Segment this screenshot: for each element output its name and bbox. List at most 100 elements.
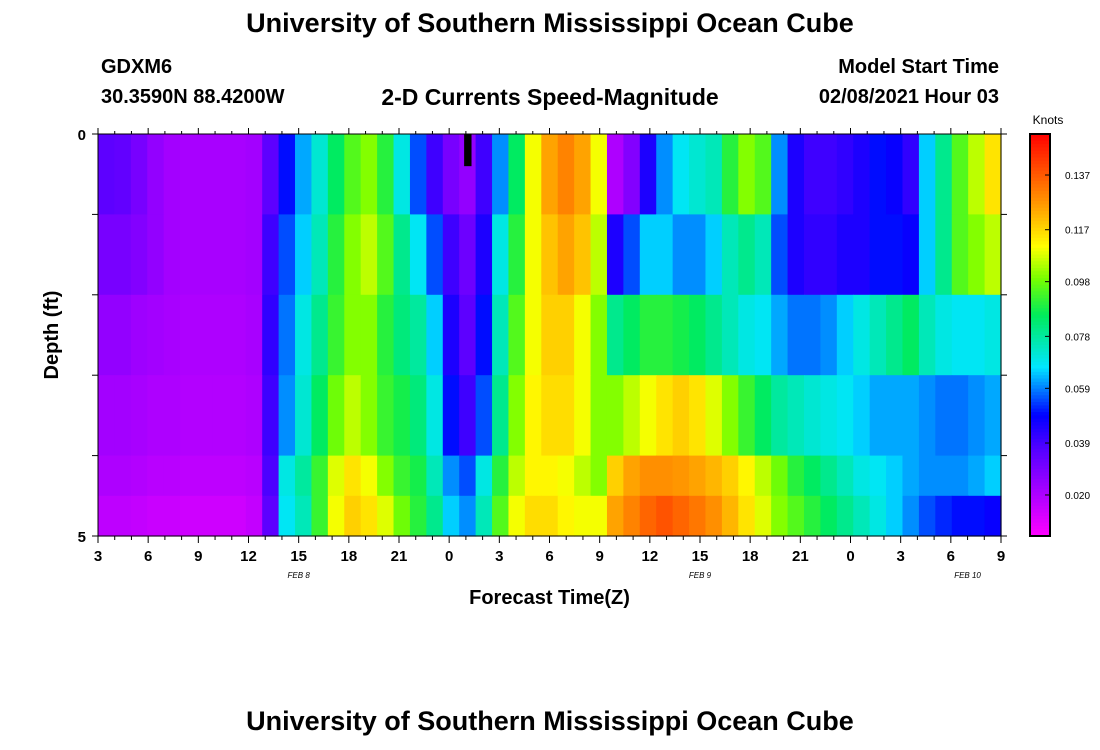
colorbar-swatch (1030, 251, 1050, 256)
heatmap-cell (130, 375, 148, 457)
colorbar-swatch (1030, 381, 1050, 386)
heatmap-cell (984, 294, 1002, 376)
colorbar-swatch (1030, 418, 1050, 423)
colorbar-swatch (1030, 301, 1050, 306)
heatmap-cell (623, 134, 641, 215)
heatmap-cell (393, 214, 411, 296)
x-axis: 3 6 9 12 15 18 21 0 3 6 9 12 15 18 21 0 3 6 9 FEB 8 FEB 9 FEB… (94, 128, 1005, 580)
colorbar-swatch (1030, 458, 1050, 463)
heatmap-cell (311, 375, 329, 457)
colorbar-swatch (1030, 304, 1050, 309)
heatmap-cell (836, 495, 854, 537)
colorbar-swatch (1030, 180, 1050, 185)
heatmap-cell (130, 134, 148, 215)
heatmap-cell (180, 134, 198, 215)
heatmap-cell (935, 214, 953, 296)
colorbar-swatch (1030, 442, 1050, 447)
heatmap-cell (147, 294, 165, 376)
heatmap-cell (524, 134, 542, 215)
colorbar-swatch (1030, 308, 1050, 313)
colorbar-swatch (1030, 324, 1050, 329)
colorbar-swatch (1030, 402, 1050, 406)
heatmap-cell (557, 455, 575, 497)
heatmap-cell (853, 294, 871, 376)
heatmap-cell (836, 134, 854, 215)
colorbar-swatch (1030, 241, 1050, 246)
heatmap-cell (409, 134, 427, 215)
heatmap-cell (639, 455, 657, 497)
heatmap-cell (984, 375, 1002, 457)
heatmap-cell (590, 495, 608, 537)
heatmap-cell (262, 495, 280, 537)
heatmap-cell (771, 455, 789, 497)
heatmap-cell (672, 214, 690, 296)
heatmap-cell (968, 455, 986, 497)
heatmap-cell (327, 134, 345, 215)
heatmap-cell (130, 495, 148, 537)
heatmap-cell (787, 214, 805, 296)
heatmap-cell (492, 134, 510, 215)
colorbar-swatch (1030, 415, 1050, 420)
heatmap-cell (689, 134, 707, 215)
colorbar-swatch (1030, 254, 1050, 259)
x-tick-label: 3 (94, 548, 102, 565)
heatmap-cell (459, 375, 477, 457)
colorbar-swatch (1030, 194, 1050, 199)
heatmap-cell (721, 294, 739, 376)
heatmap-cell (492, 294, 510, 376)
heatmap-cell (951, 375, 969, 457)
heatmap-cell (721, 134, 739, 215)
colorbar-swatch (1030, 234, 1050, 239)
heatmap-cell (344, 455, 362, 497)
heatmap-cell (869, 375, 887, 457)
heatmap-cell (245, 214, 263, 296)
heatmap-cell (163, 134, 181, 215)
heatmap-cell (344, 214, 362, 296)
heatmap-cell (327, 294, 345, 376)
heatmap-cell (754, 495, 772, 537)
colorbar-swatch (1030, 435, 1050, 440)
heatmap-cell (180, 294, 198, 376)
colorbar-swatch (1030, 281, 1050, 286)
heatmap-cell (163, 294, 181, 376)
heatmap-cell (163, 214, 181, 296)
heatmap-chart: 3 6 9 12 15 18 21 0 3 6 9 12 15 18 21 0 3 6 9 FEB 8 FEB 9 FEB… (41, 113, 1090, 609)
heatmap-cell (951, 294, 969, 376)
heatmap-cell (886, 214, 904, 296)
heatmap-cell (360, 134, 378, 215)
heatmap-cell (639, 495, 657, 537)
x-tick-label: 21 (792, 548, 809, 565)
heatmap-cell (557, 134, 575, 215)
heatmap-cell (508, 455, 526, 497)
heatmap-cell (459, 455, 477, 497)
colorbar-tick-label: 0.020 (1065, 491, 1090, 502)
heatmap-cell (426, 214, 444, 296)
heatmap-cell (196, 375, 214, 457)
heatmap-cell (426, 134, 444, 215)
colorbar-swatch (1030, 378, 1050, 383)
heatmap-cell (951, 134, 969, 215)
heatmap-cell (229, 455, 247, 497)
heatmap-cell (639, 375, 657, 457)
heatmap-cell (557, 214, 575, 296)
heatmap-cell (409, 294, 427, 376)
heatmap-cell (590, 455, 608, 497)
heatmap-cell (623, 495, 641, 537)
colorbar-swatch (1030, 522, 1050, 527)
heatmap-cell (147, 495, 165, 537)
heatmap-cell (689, 495, 707, 537)
x-tick-label: 15 (692, 548, 709, 565)
heatmap-cell (524, 375, 542, 457)
heatmap-cell (606, 134, 624, 215)
heatmap-cell (147, 455, 165, 497)
heatmap-cell (541, 134, 559, 215)
heatmap-cell (754, 214, 772, 296)
x-tick-label: 6 (947, 548, 955, 565)
heatmap-cell (114, 455, 132, 497)
heatmap-cell (196, 134, 214, 215)
colorbar-swatch (1030, 509, 1050, 514)
heatmap-cell (968, 495, 986, 537)
heatmap-cell (853, 375, 871, 457)
heatmap-cell (738, 294, 756, 376)
heatmap-cell (459, 294, 477, 376)
